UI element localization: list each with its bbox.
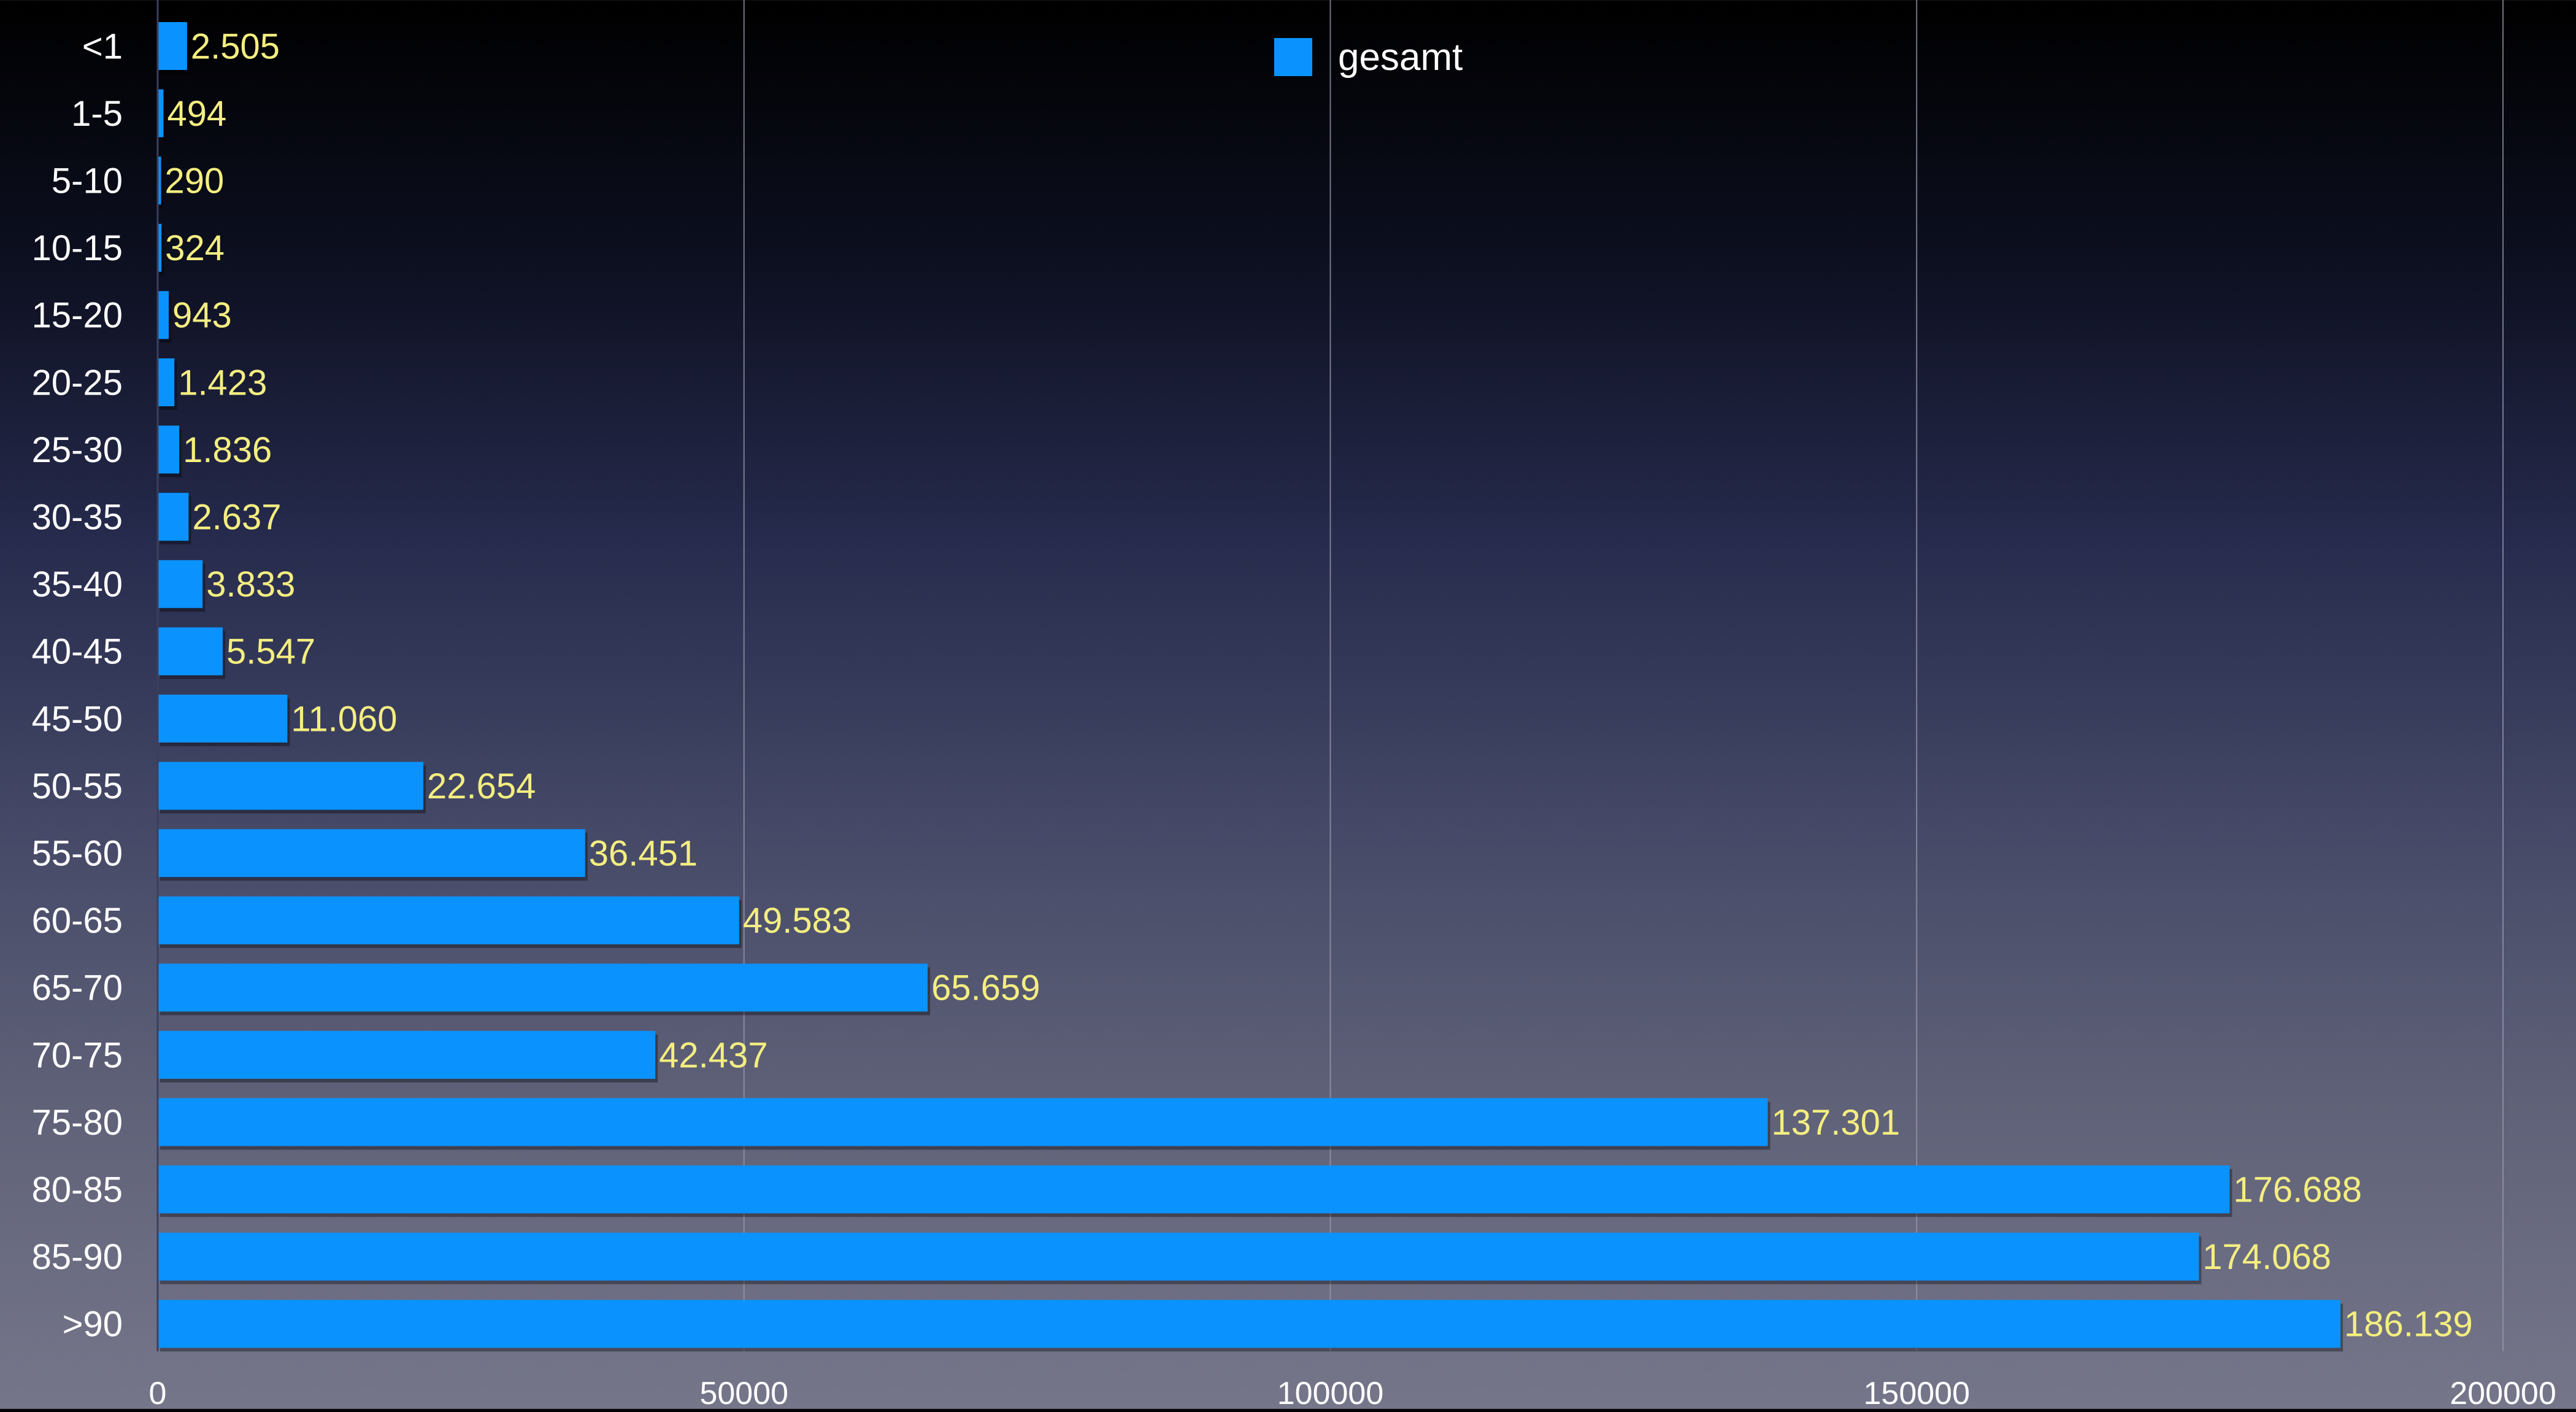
value-label: 137.301 bbox=[1772, 1103, 1901, 1143]
value-label: 42.437 bbox=[659, 1035, 767, 1075]
bar bbox=[158, 896, 739, 944]
category-label: 50-55 bbox=[32, 766, 123, 806]
bar bbox=[158, 493, 189, 541]
bar bbox=[158, 223, 162, 272]
bar-shadow bbox=[160, 227, 164, 276]
category-label: 60-65 bbox=[32, 901, 123, 941]
category-label: 1-5 bbox=[71, 94, 123, 134]
category-label: 25-30 bbox=[32, 430, 123, 470]
bar bbox=[158, 291, 169, 339]
category-label: 15-20 bbox=[32, 296, 123, 336]
category-label: 85-90 bbox=[32, 1237, 123, 1277]
category-label: >90 bbox=[63, 1305, 123, 1344]
bar bbox=[158, 156, 161, 205]
bar bbox=[158, 358, 175, 406]
category-label: 40-45 bbox=[32, 632, 123, 672]
bar bbox=[158, 963, 928, 1012]
value-label: 176.688 bbox=[2233, 1170, 2362, 1210]
category-label: 20-25 bbox=[32, 363, 123, 403]
x-tick-label: 0 bbox=[149, 1376, 167, 1409]
value-label: 65.659 bbox=[931, 968, 1040, 1008]
value-label: 324 bbox=[165, 228, 225, 268]
x-tick-label: 200000 bbox=[2450, 1376, 2556, 1409]
value-label: 3.833 bbox=[206, 565, 295, 604]
value-label: 174.068 bbox=[2202, 1237, 2331, 1277]
legend-label: gesamt bbox=[1338, 36, 1463, 79]
category-label: 5-10 bbox=[52, 161, 123, 201]
category-label: 45-50 bbox=[32, 699, 123, 739]
x-tick-label: 100000 bbox=[1277, 1376, 1384, 1409]
category-label: 55-60 bbox=[32, 834, 123, 874]
bar bbox=[158, 1300, 2341, 1348]
category-label: 70-75 bbox=[32, 1035, 123, 1075]
category-label: 35-40 bbox=[32, 565, 123, 604]
axes: <1 1-5 5-10 10-15 15-20 20-25 25-30 30-35 35-40 4… bbox=[32, 0, 2556, 1411]
value-label: 494 bbox=[167, 94, 226, 134]
bar bbox=[158, 89, 164, 137]
category-label: 80-85 bbox=[32, 1170, 123, 1210]
value-label: 2.637 bbox=[192, 498, 281, 538]
bars: 2.505 494 290 324 943 1.423 1.836 2.637 3.833 5.5… bbox=[158, 22, 2473, 1352]
bar bbox=[158, 425, 180, 474]
value-label: 1.423 bbox=[178, 363, 267, 403]
legend-swatch bbox=[1274, 38, 1312, 76]
value-label: 11.060 bbox=[291, 699, 397, 739]
x-tick-label: 50000 bbox=[699, 1376, 788, 1409]
bar bbox=[158, 762, 424, 810]
category-label: 10-15 bbox=[32, 228, 123, 268]
value-label: 2.505 bbox=[191, 26, 280, 66]
value-label: 186.139 bbox=[2344, 1305, 2473, 1344]
value-label: 36.451 bbox=[589, 834, 698, 874]
bar bbox=[158, 22, 187, 70]
bar bbox=[158, 829, 585, 878]
value-label: 5.547 bbox=[226, 632, 315, 672]
value-label: 49.583 bbox=[743, 901, 852, 941]
category-label: <1 bbox=[82, 26, 123, 66]
category-label: 75-80 bbox=[32, 1103, 123, 1143]
value-label: 22.654 bbox=[427, 766, 536, 806]
bar bbox=[158, 1098, 1768, 1146]
value-label: 943 bbox=[172, 296, 232, 336]
legend: gesamt bbox=[1274, 36, 1463, 79]
bar bbox=[158, 1232, 2199, 1281]
value-label: 290 bbox=[165, 161, 225, 201]
bar-shadow bbox=[160, 160, 164, 209]
category-label: 30-35 bbox=[32, 498, 123, 538]
bar bbox=[158, 627, 223, 676]
bar bbox=[158, 695, 288, 743]
bar bbox=[158, 560, 203, 608]
value-label: 1.836 bbox=[183, 430, 272, 470]
x-tick-label: 150000 bbox=[1863, 1376, 1970, 1409]
bar bbox=[158, 1031, 656, 1079]
bar bbox=[158, 1165, 2230, 1214]
category-label: 65-70 bbox=[32, 968, 123, 1008]
